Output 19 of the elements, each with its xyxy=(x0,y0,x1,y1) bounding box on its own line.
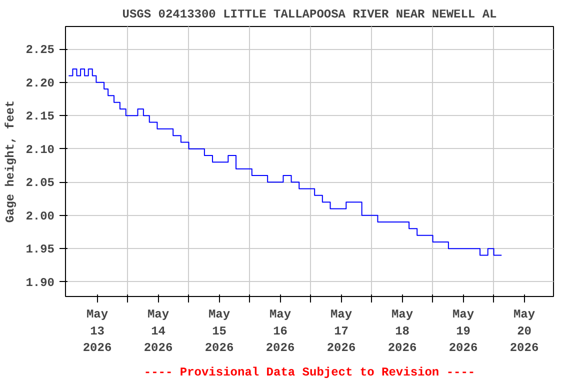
y-tick-label: 2.05 xyxy=(26,176,55,190)
y-tick-label: 1.90 xyxy=(26,276,55,290)
x-tick-label: May 16 2026 xyxy=(266,308,295,356)
text: ---- Provisional Data Subject to Revision ---- xyxy=(144,366,476,380)
y-tick-label: 2.15 xyxy=(26,110,55,124)
y-tick-label: 2.10 xyxy=(26,142,55,157)
y-tick-label: 2.00 xyxy=(26,209,55,224)
x-tick-label: May 18 2026 xyxy=(388,308,417,356)
y-tick-label: 1.95 xyxy=(26,242,55,257)
chart-title: USGS 02413300 LITTLE TALLAPOOSA RIVER NEAR NEWELL AL xyxy=(122,8,497,22)
y-tick-label: 2.20 xyxy=(26,76,55,90)
x-tick-label: May 17 2026 xyxy=(326,308,356,356)
y-axis-title: Gage height, feet xyxy=(4,100,18,223)
x-tick-label: May 13 2026 xyxy=(82,308,112,356)
x-tick-label: May 19 2026 xyxy=(448,308,478,356)
x-tick-label: May 20 2026 xyxy=(510,308,539,356)
x-tick-label: May 15 2026 xyxy=(204,308,234,356)
x-tick-label: May 14 2026 xyxy=(144,308,173,356)
y-tick-label: 2.25 xyxy=(26,43,55,58)
